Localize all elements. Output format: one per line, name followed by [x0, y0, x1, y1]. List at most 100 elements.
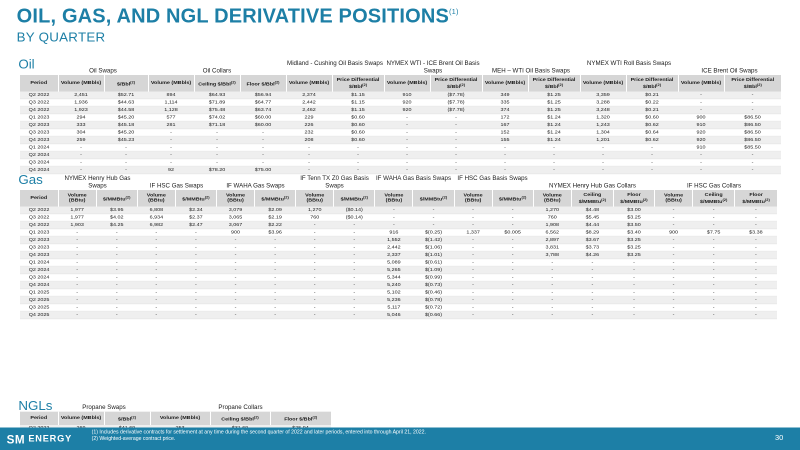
gas-col-header: Floor $/MMBtu(2) [734, 190, 777, 207]
value-cell: $5.45 [571, 213, 614, 222]
gas-col-header: Volume (BBtu) [654, 190, 694, 207]
value-cell: - [533, 288, 572, 297]
value-cell: - [412, 221, 455, 230]
value-cell: - [286, 151, 332, 160]
value-cell: - [58, 228, 97, 237]
value-cell: - [626, 166, 678, 175]
value-cell: - [333, 266, 375, 275]
value-cell: - [528, 166, 580, 175]
value-cell: - [96, 303, 138, 312]
value-cell: $1.15 [332, 106, 384, 115]
value-cell: - [240, 128, 286, 137]
value-cell: - [254, 303, 296, 312]
gas-group-heading: IF HSC Gas Basis Swaps [457, 174, 528, 182]
value-cell: $0.60 [332, 136, 384, 145]
value-cell: - [333, 273, 375, 282]
value-cell: - [492, 281, 534, 290]
value-cell: - [454, 288, 493, 297]
value-cell: $3.00 [613, 206, 655, 215]
gas-col-header: $/MMBtu(2) [254, 190, 297, 207]
value-cell: - [104, 166, 148, 175]
oil-group-heading: MEH – WTI Oil Basis Swaps [491, 66, 570, 75]
value-cell: $60.00 [240, 113, 286, 122]
gas-group-heading: NYMEX Henry Hub Gas Swaps [64, 174, 131, 190]
value-cell: $(1.09) [412, 266, 455, 275]
table-row: Q2 2025- - - - - - - -5,236 $(0.78) - - - - - - - - [20, 296, 777, 305]
value-cell: - [734, 311, 777, 320]
gas-group-heading: IF HSC Gas Swaps [149, 181, 204, 190]
value-cell: - [58, 266, 97, 275]
company-logo-wordmark: ENERGY [28, 434, 73, 445]
period-cell: Q4 2024 [20, 166, 59, 175]
period-cell: Q2 2025 [20, 296, 59, 305]
value-cell: - [482, 143, 528, 152]
value-cell: - [613, 266, 655, 275]
value-cell: - [654, 221, 693, 230]
value-cell: - [734, 243, 777, 252]
value-cell: 900 [654, 228, 693, 237]
value-cell: $4.26 [571, 251, 614, 260]
value-cell: - [492, 221, 534, 230]
value-cell: - [580, 151, 626, 160]
value-cell: - [734, 266, 777, 275]
value-cell: $2.34 [175, 206, 217, 215]
value-cell: - [613, 288, 655, 297]
ngl-group-heading: Propane Swaps [82, 403, 126, 411]
value-cell: - [333, 311, 375, 320]
value-cell: $1.24 [528, 113, 580, 122]
value-cell: 155 [482, 136, 528, 145]
value-cell: $0.22 [626, 98, 678, 107]
period-cell: Q3 2023 [20, 128, 59, 137]
value-cell: 3,359 [580, 91, 626, 100]
footnote-2: (2) Weighted-average contract price. [91, 435, 176, 442]
value-cell: 894 [148, 91, 194, 100]
value-cell: - [58, 288, 97, 297]
oil-col-header: $/Bbl(2) [104, 75, 149, 92]
value-cell: - [430, 136, 482, 145]
value-cell: - [678, 151, 724, 160]
gas-derivatives-table: Period Volume (BBtu) $/MMBtu(2) Volume (BBt… [20, 190, 777, 320]
value-cell: - [58, 236, 97, 245]
value-cell: - [613, 296, 655, 305]
value-cell: - [571, 281, 614, 290]
value-cell: - [533, 303, 572, 312]
value-cell: - [374, 221, 413, 230]
value-cell: - [724, 106, 781, 115]
value-cell: - [724, 158, 781, 167]
ngl-group-heading: Propane Collars [218, 403, 263, 411]
value-cell: - [175, 266, 217, 275]
value-cell: - [384, 128, 430, 137]
value-cell: - [654, 206, 693, 215]
oil-col-header: Price Differential $/Bbl(2) [626, 75, 679, 92]
value-cell: - [216, 288, 255, 297]
value-cell: 5,236 [374, 296, 413, 305]
value-cell: 760 [533, 213, 572, 222]
gas-group-heading: IF WAHA Gas Basis Swaps [375, 174, 452, 182]
value-cell: - [175, 251, 217, 260]
value-cell: - [374, 206, 413, 215]
value-cell: - [454, 273, 493, 282]
value-cell: $2.47 [175, 221, 217, 230]
value-cell: - [58, 151, 104, 160]
value-cell: $(0.61) [412, 258, 455, 267]
value-cell: - [482, 151, 528, 160]
value-cell: - [724, 151, 781, 160]
value-cell: 5,046 [374, 311, 413, 320]
value-cell: - [626, 143, 678, 152]
value-cell: - [384, 166, 430, 175]
value-cell: $52.71 [104, 91, 148, 100]
footer-bar [0, 427, 800, 450]
value-cell: $0.60 [332, 121, 384, 130]
gas-col-header: Volume (BBtu) [295, 190, 335, 207]
value-cell: - [734, 258, 777, 267]
table-row: Q3 2024- - - - - - - -5,344 $(0.99) - - - - - - - - [20, 273, 777, 282]
value-cell: - [175, 228, 217, 237]
value-cell: - [96, 228, 138, 237]
value-cell: - [734, 303, 777, 312]
value-cell: 1,270 [533, 206, 572, 215]
value-cell: - [332, 151, 384, 160]
gas-col-header: $/MMBtu(2) [333, 190, 376, 207]
value-cell: - [692, 296, 735, 305]
value-cell: $0.60 [332, 128, 384, 137]
value-cell: $4.44 [571, 221, 614, 230]
